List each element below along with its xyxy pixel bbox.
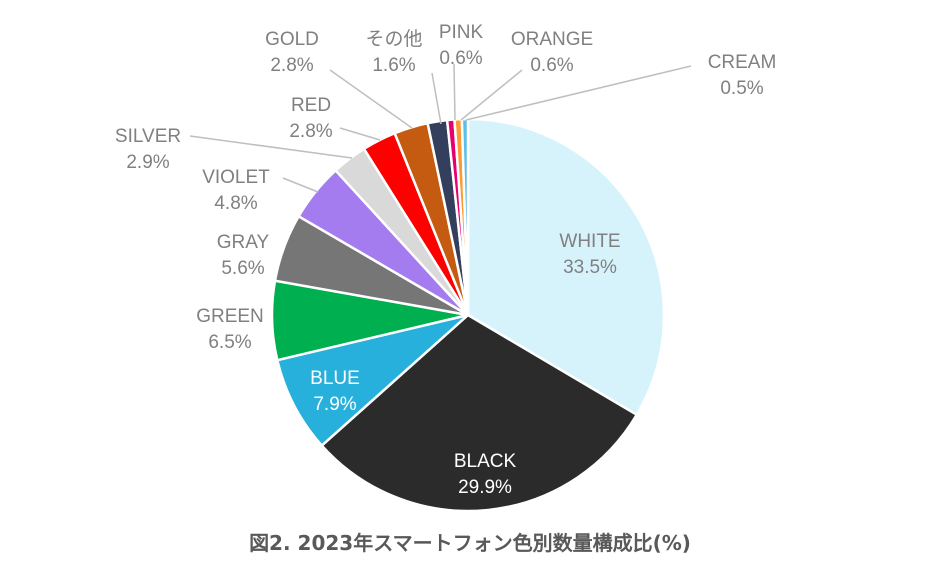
- leader-line-10: [453, 63, 456, 121]
- slice-name-label: その他: [365, 28, 422, 50]
- leader-line-6: [189, 135, 353, 159]
- slice-name-label: ORANGE: [511, 29, 593, 50]
- slice-value-label: 33.5%: [563, 257, 617, 278]
- slice-value-label: 7.9%: [313, 394, 356, 415]
- slice-name-label: SILVER: [115, 126, 181, 147]
- slice-name-label: GOLD: [265, 29, 319, 50]
- slice-name-label: BLACK: [454, 451, 517, 472]
- leader-line-9: [431, 72, 442, 125]
- pie-slice-1: [320, 313, 639, 513]
- slice-value-label: 2.8%: [270, 55, 313, 76]
- slice-value-label: 29.9%: [458, 477, 512, 498]
- leader-line-5: [282, 177, 319, 193]
- slice-name-label: BLUE: [310, 368, 360, 389]
- slice-name-label: PINK: [439, 22, 484, 43]
- pie-chart: WHITE 33.5% BLACK 29.9% BLUE 7.9% GREEN 6.5% GRA…: [115, 22, 777, 513]
- slice-name-label: CREAM: [708, 52, 777, 73]
- slice-value-label: 0.6%: [530, 55, 573, 76]
- slice-value-label: 1.6%: [372, 55, 415, 76]
- leader-line-12: [465, 65, 692, 121]
- slice-value-label: 2.9%: [126, 152, 169, 173]
- leader-line-8: [329, 69, 413, 129]
- pie-slice-2: [275, 313, 469, 448]
- slice-value-label: 2.8%: [289, 121, 332, 142]
- slice-name-label: RED: [291, 95, 331, 116]
- slice-value-label: 5.6%: [221, 258, 264, 279]
- slice-name-label: VIOLET: [202, 167, 270, 188]
- slice-value-label: 0.6%: [439, 48, 482, 69]
- chart-title: 図2. 2023年スマートフォン色別数量構成比(%): [249, 531, 691, 555]
- leader-line-11: [460, 69, 523, 121]
- slice-name-label: GRAY: [217, 232, 270, 253]
- slice-value-label: 4.8%: [214, 193, 257, 214]
- slice-value-label: 0.5%: [720, 78, 763, 99]
- leader-line-7: [339, 127, 381, 141]
- slice-name-label: WHITE: [559, 231, 620, 252]
- slice-name-label: GREEN: [196, 306, 264, 327]
- slice-value-label: 6.5%: [208, 332, 251, 353]
- pie-slice-0: [466, 117, 666, 417]
